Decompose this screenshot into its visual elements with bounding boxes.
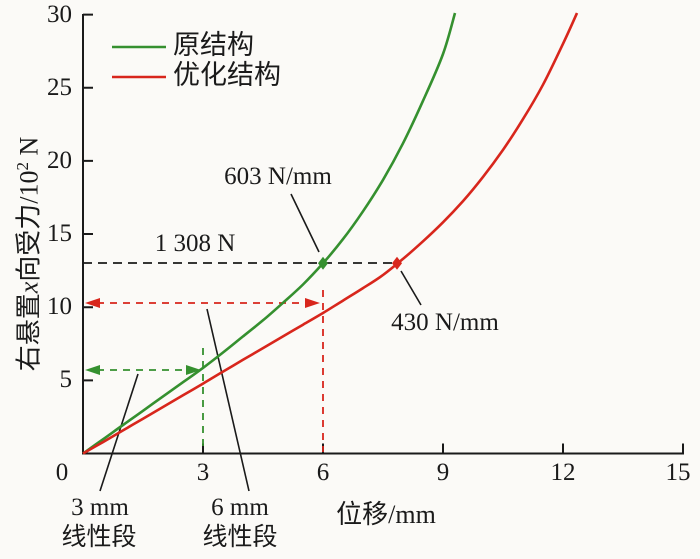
y-tick-10: 10 bbox=[47, 293, 72, 320]
annotation-1308-force: 1 308 N bbox=[154, 230, 236, 257]
original-structure-curve bbox=[82, 12, 457, 455]
annotation-430-stiffness: 430 N/mm bbox=[391, 309, 499, 336]
x-tick-9: 9 bbox=[436, 459, 450, 486]
y-tick-5: 5 bbox=[59, 366, 73, 393]
optimized-curve-marker bbox=[392, 256, 402, 270]
y-axis-title-unit: N bbox=[14, 136, 44, 162]
y-tick-15: 15 bbox=[47, 220, 72, 247]
y-axis-title-variable: x bbox=[14, 281, 44, 294]
pointer-line-603 bbox=[290, 193, 320, 253]
pointer-line-6mm bbox=[206, 308, 250, 492]
x-tick-12: 12 bbox=[550, 459, 576, 486]
y-axis-title: 右悬置x向受力/102 N bbox=[13, 114, 48, 394]
y-tick-20: 20 bbox=[47, 147, 72, 174]
original-curve-marker bbox=[318, 256, 328, 270]
annotation-3mm-value: 3 mm bbox=[71, 494, 129, 521]
annotation-3mm-caption: 线性段 bbox=[61, 524, 137, 551]
y-axis-title-superscript: 2 bbox=[13, 162, 32, 171]
annotation-603-stiffness: 603 N/mm bbox=[224, 163, 332, 190]
x-axis-title: 位移/mm bbox=[336, 500, 436, 529]
x-tick-6: 6 bbox=[316, 459, 330, 486]
x-tick-15: 15 bbox=[665, 459, 691, 486]
y-axis-title-part1: 右悬置 bbox=[14, 293, 44, 372]
y-tick-30: 30 bbox=[47, 1, 72, 28]
x-tick-3: 3 bbox=[196, 459, 210, 486]
optimized-structure-curve bbox=[82, 12, 579, 455]
y-tick-25: 25 bbox=[47, 74, 72, 101]
annotation-6mm-caption: 线性段 bbox=[202, 524, 278, 551]
legend-label-original: 原结构 bbox=[173, 30, 254, 60]
x-tick-0: 0 bbox=[55, 459, 69, 486]
x-axis-ticks bbox=[202, 443, 684, 454]
pointer-line-430 bbox=[400, 270, 422, 306]
annotation-6mm-value: 6 mm bbox=[211, 494, 269, 521]
legend-label-optimized: 优化结构 bbox=[173, 60, 281, 90]
y-axis-title-part2: 向受力/10 bbox=[14, 170, 44, 282]
y-axis-ticks bbox=[83, 13, 93, 382]
